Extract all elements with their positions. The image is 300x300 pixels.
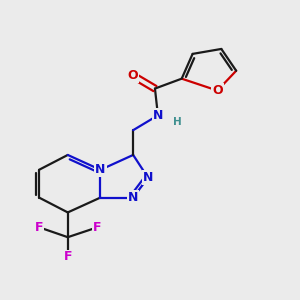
Text: N: N (128, 191, 138, 204)
Text: F: F (93, 221, 102, 234)
Text: O: O (128, 69, 139, 82)
Text: F: F (35, 221, 43, 234)
Text: O: O (212, 84, 223, 97)
Text: N: N (143, 171, 153, 184)
Text: H: H (173, 117, 182, 127)
Text: N: N (153, 109, 163, 122)
Text: N: N (95, 163, 106, 176)
Text: F: F (64, 250, 72, 263)
